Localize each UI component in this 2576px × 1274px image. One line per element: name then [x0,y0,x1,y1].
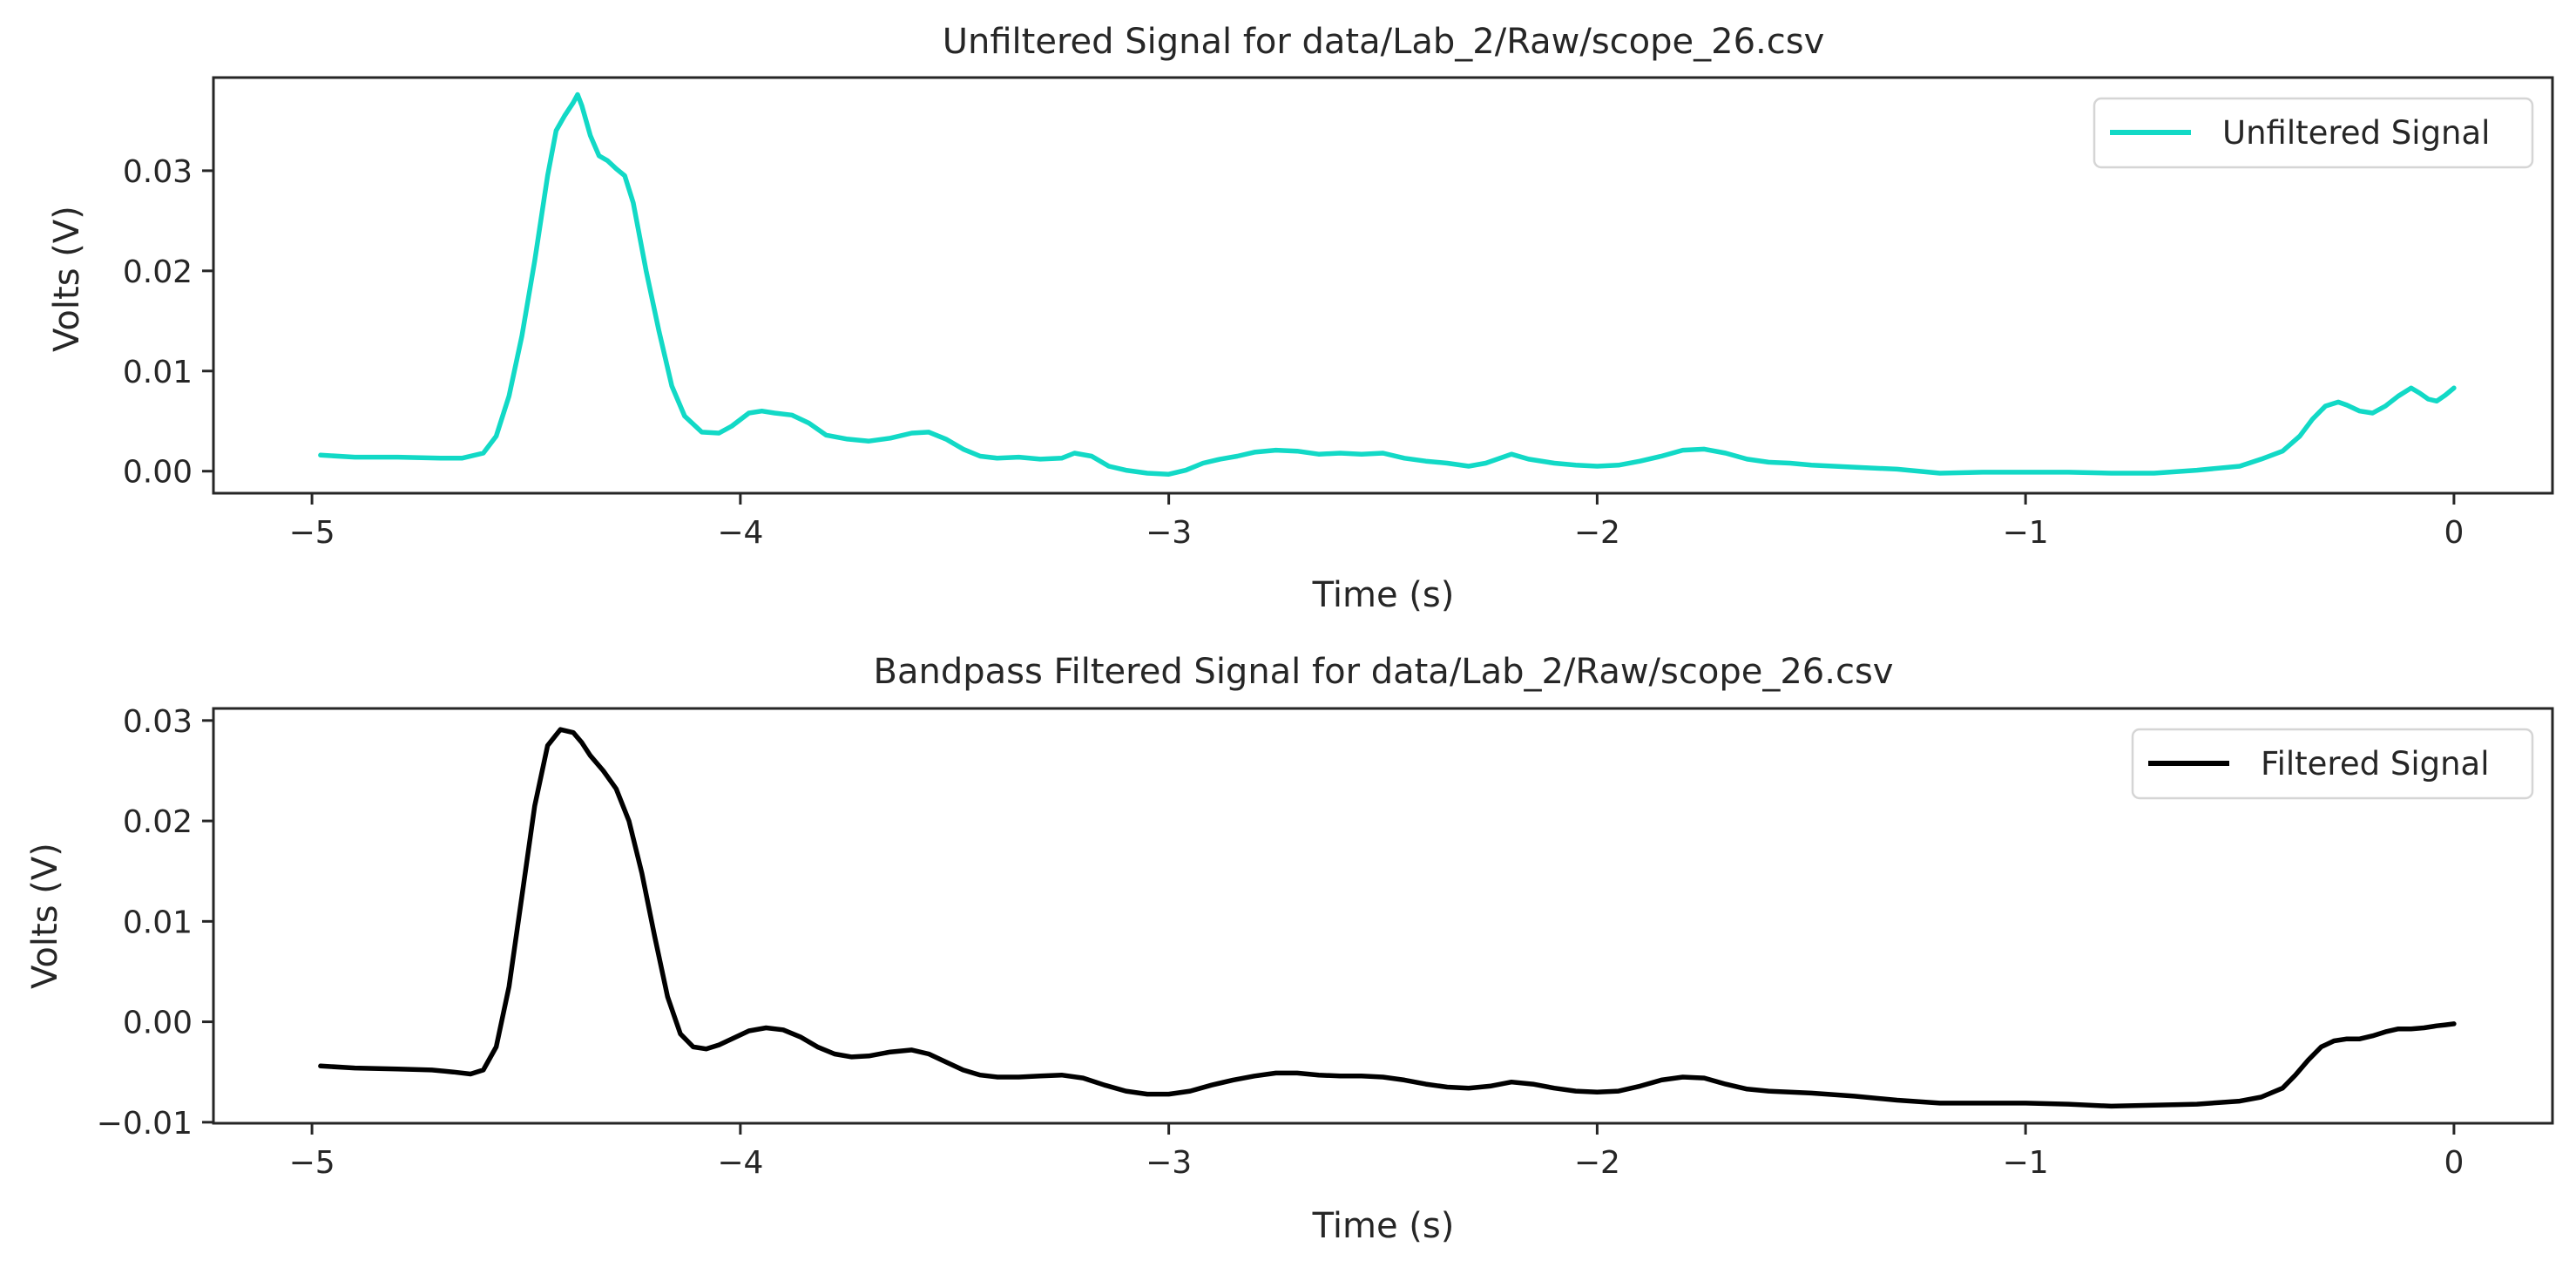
plot-area: −5 −4 −3 −2 −1 0 0.00 0.01 0.02 0.03 [123,91,2464,551]
legend-label-filtered: Filtered Signal [2261,745,2490,783]
y-tick-label: 0.00 [123,455,193,491]
legend-label-unfiltered: Unfiltered Signal [2222,114,2490,152]
legend: Unfiltered Signal [2093,97,2534,169]
x-tick-label: −3 [1146,1145,1192,1181]
x-axis-label: Time (s) [1312,575,1455,615]
y-tick-label: 0.03 [123,154,193,190]
legend: Filtered Signal [2131,728,2534,800]
x-axis-label: Time (s) [1312,1206,1455,1246]
series-line [318,727,2457,1109]
chart-title: Unfiltered Signal for data/Lab_2/Raw/sco… [943,22,1825,62]
x-tick-label: −5 [289,1145,335,1181]
x-tick-label: 0 [2444,1145,2464,1181]
y-tick-label: 0.01 [123,905,193,940]
x-tick-label: −4 [717,515,763,551]
plot-area: −5 −4 −3 −2 −1 0 −0.01 0.00 0.01 0.02 0.03 [97,704,2464,1181]
y-axis-label: Volts (V) [47,206,87,352]
axes-frame [212,76,2554,495]
x-tick-label: −2 [1574,1145,1620,1181]
subplot-filtered: Bandpass Filtered Signal for data/Lab_2/… [25,652,2554,1246]
y-tick-label: −0.01 [97,1106,193,1142]
y-tick-label: 0.02 [123,254,193,290]
x-tick-label: −1 [2003,515,2049,551]
y-axis-label: Volts (V) [25,843,65,989]
x-tick-label: −1 [2003,1145,2049,1181]
y-tick-label: 0.01 [123,355,193,390]
x-tick-label: −3 [1146,515,1192,551]
x-tick-label: −2 [1574,515,1620,551]
series-line [318,91,2457,477]
y-tick-label: 0.02 [123,804,193,840]
chart-title: Bandpass Filtered Signal for data/Lab_2/… [874,652,1894,692]
subplot-unfiltered: Unfiltered Signal for data/Lab_2/Raw/sco… [47,22,2554,615]
x-tick-label: −5 [289,515,335,551]
y-tick-label: 0.00 [123,1006,193,1041]
y-tick-label: 0.03 [123,704,193,740]
axes-frame [212,707,2554,1125]
legend-box [2131,728,2534,800]
x-tick-label: 0 [2444,515,2464,551]
x-tick-label: −4 [717,1145,763,1181]
legend-box [2093,97,2534,169]
